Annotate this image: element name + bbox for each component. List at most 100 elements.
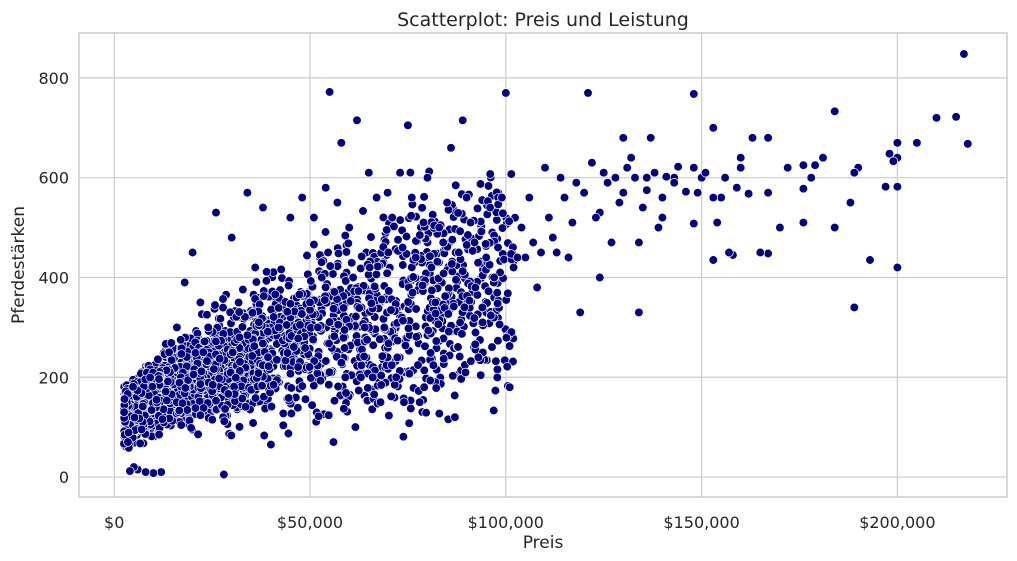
data-point: [492, 364, 503, 375]
data-point: [220, 404, 230, 414]
data-point: [708, 123, 718, 133]
data-point: [450, 412, 460, 422]
data-point: [434, 222, 444, 233]
data-point: [407, 192, 417, 203]
data-point: [397, 242, 408, 253]
data-point: [333, 320, 343, 330]
data-point: [162, 395, 172, 406]
data-point: [215, 314, 226, 324]
data-point: [599, 168, 609, 178]
data-point: [193, 429, 203, 439]
data-point: [316, 257, 327, 267]
data-point: [261, 276, 272, 286]
data-point: [430, 297, 440, 308]
data-point: [172, 322, 182, 333]
data-point: [454, 247, 464, 258]
data-point: [389, 221, 399, 232]
data-point: [163, 376, 173, 387]
data-point: [259, 291, 269, 301]
data-point: [366, 298, 377, 308]
data-point: [219, 416, 229, 426]
data-point: [469, 313, 479, 323]
data-point: [208, 380, 218, 390]
data-point: [400, 340, 411, 351]
data-point: [763, 188, 773, 198]
data-point: [266, 401, 277, 412]
data-point: [673, 162, 683, 172]
y-axis-label: Pferdestärken: [9, 206, 29, 324]
data-point: [398, 260, 408, 270]
data-point: [413, 360, 423, 370]
data-point: [689, 163, 699, 173]
data-point: [128, 382, 138, 392]
data-point: [493, 242, 503, 253]
data-point: [161, 386, 171, 397]
data-point: [384, 286, 394, 296]
data-point: [417, 280, 428, 291]
data-point: [501, 88, 511, 98]
data-point: [493, 336, 503, 346]
data-point: [466, 356, 476, 366]
data-point: [187, 247, 198, 258]
data-point: [251, 277, 262, 287]
data-point: [798, 160, 809, 170]
data-point: [156, 467, 166, 477]
data-point: [431, 336, 441, 346]
data-point: [306, 373, 316, 383]
data-point: [333, 248, 344, 259]
data-point: [532, 282, 542, 293]
data-point: [377, 351, 387, 361]
data-point: [338, 333, 349, 343]
data-point: [352, 115, 362, 125]
data-point: [235, 366, 245, 376]
data-point: [180, 277, 190, 288]
data-point: [136, 424, 147, 435]
data-point: [392, 335, 403, 346]
data-point: [286, 408, 297, 419]
data-point: [211, 396, 221, 406]
data-point: [202, 310, 212, 320]
data-point: [669, 178, 679, 188]
data-point: [448, 371, 458, 381]
data-point: [269, 312, 279, 322]
data-point: [404, 369, 415, 379]
chart-title: Scatterplot: Preis und Leistung: [397, 9, 689, 31]
data-point: [403, 297, 413, 307]
data-point: [427, 285, 437, 295]
data-point: [465, 217, 476, 228]
data-point: [395, 215, 405, 225]
data-point: [439, 354, 449, 364]
data-point: [368, 372, 378, 382]
data-point: [324, 87, 335, 97]
data-point: [383, 338, 394, 349]
data-point: [348, 272, 358, 283]
data-point: [282, 320, 292, 330]
data-point: [490, 385, 501, 396]
data-point: [305, 297, 315, 308]
data-point: [304, 362, 315, 372]
data-point: [818, 153, 828, 163]
data-point: [339, 325, 350, 335]
data-point: [329, 396, 340, 406]
data-point: [195, 379, 206, 389]
data-point: [346, 296, 356, 306]
data-point: [528, 237, 538, 248]
data-point: [203, 322, 213, 333]
data-point: [154, 374, 164, 384]
data-point: [497, 223, 508, 233]
data-point: [364, 168, 374, 178]
data-point: [544, 212, 554, 223]
data-point: [297, 192, 307, 203]
data-point: [408, 272, 418, 282]
data-point: [419, 192, 429, 202]
data-point: [763, 248, 773, 259]
data-point: [618, 133, 628, 143]
data-point: [798, 217, 809, 228]
data-point: [642, 185, 652, 195]
data-point: [830, 106, 840, 116]
data-point: [254, 317, 264, 327]
data-point: [417, 203, 427, 213]
data-point: [559, 192, 570, 203]
data-point: [504, 216, 514, 226]
data-point: [368, 340, 378, 350]
